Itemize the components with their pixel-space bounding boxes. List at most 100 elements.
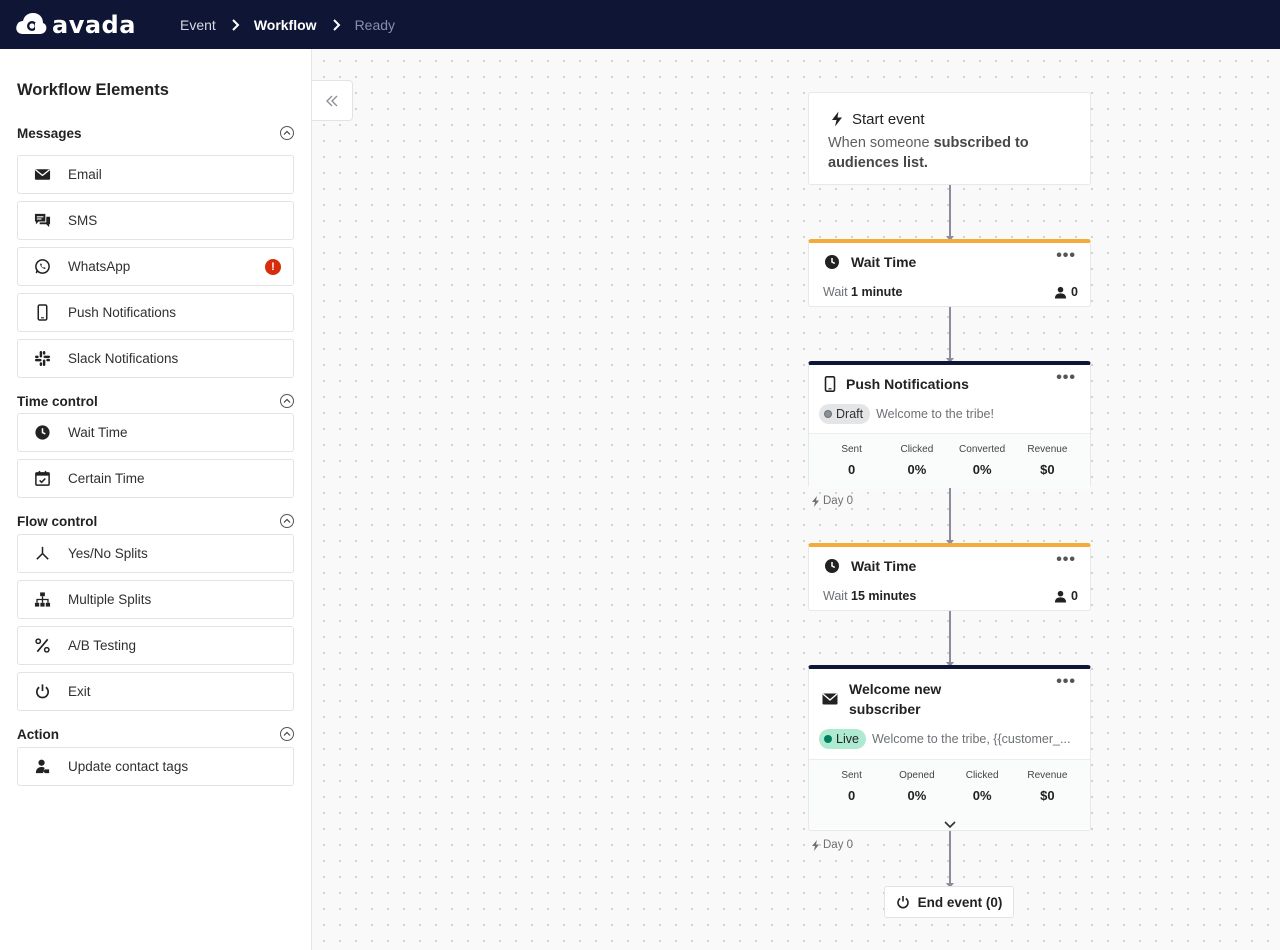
more-options-icon[interactable]: ••• — [1056, 247, 1076, 264]
stat-clicked: Clicked 0% — [950, 770, 1015, 829]
chevron-up-icon[interactable] — [280, 727, 294, 741]
connector-arrow — [946, 488, 954, 545]
element-ab-testing[interactable]: A/B Testing — [17, 626, 294, 665]
more-options-icon[interactable]: ••• — [1056, 369, 1076, 386]
element-label: WhatsApp — [68, 259, 131, 274]
more-options-icon[interactable]: ••• — [1056, 673, 1076, 690]
top-bar: avada Event Workflow Ready — [0, 0, 1280, 49]
push-notifications-stats: Sent 0 Clicked 0% Converted 0% Revenue $0 — [809, 433, 1090, 489]
power-icon — [32, 682, 52, 702]
alert-icon: ! — [265, 259, 281, 275]
element-label: SMS — [68, 213, 98, 228]
chevron-up-icon[interactable] — [280, 394, 294, 408]
breadcrumb-event[interactable]: Event — [180, 16, 216, 33]
email-title-line2: subscriber — [849, 701, 921, 717]
element-sms[interactable]: SMS — [17, 201, 294, 240]
wait-value: 15 minutes — [851, 589, 917, 603]
stat-label: Sent — [841, 444, 862, 455]
chat-bubbles-icon — [32, 211, 52, 231]
wait-time-detail: Wait 1 minute 0 — [823, 285, 1078, 299]
wait-time-header: Wait Time — [823, 557, 1078, 575]
end-event-node[interactable]: End event (0) — [884, 886, 1014, 918]
element-wait-time[interactable]: Wait Time — [17, 413, 294, 452]
wait-time-node-2[interactable]: ••• Wait Time Wait 15 minutes 0 — [808, 543, 1091, 611]
element-email[interactable]: Email — [17, 155, 294, 194]
logo-text: avada — [52, 10, 136, 39]
wait-prefix: Wait — [823, 589, 848, 603]
breadcrumb-workflow[interactable]: Workflow — [253, 16, 317, 33]
breadcrumb-ready[interactable]: Ready — [354, 16, 396, 33]
collapse-sidebar-button[interactable] — [312, 80, 353, 121]
email-stats: Sent 0 Opened 0% Clicked 0% Revenue $0 — [809, 759, 1090, 829]
breadcrumb: Event Workflow Ready — [180, 17, 395, 33]
stat-value: 0% — [907, 462, 927, 477]
stat-value: 0 — [848, 462, 856, 477]
stat-value: $0 — [1040, 462, 1055, 477]
wait-time-title: Wait Time — [851, 558, 917, 574]
section-flow-control[interactable]: Flow control — [17, 511, 294, 531]
stat-revenue: Revenue $0 — [1015, 770, 1080, 829]
element-push-notifications[interactable]: Push Notifications — [17, 293, 294, 332]
stat-label: Converted — [959, 444, 1006, 455]
clock-icon — [32, 423, 52, 443]
element-label: Multiple Splits — [68, 592, 152, 607]
stat-opened: Opened 0% — [884, 770, 949, 829]
section-messages[interactable]: Messages — [17, 123, 294, 143]
wait-prefix: Wait — [823, 285, 848, 299]
start-event-header: Start event — [828, 110, 1072, 128]
section-title: Messages — [17, 125, 82, 141]
chevron-up-icon[interactable] — [280, 126, 294, 140]
start-event-title: Start event — [852, 110, 925, 128]
day-label-text: Day 0 — [823, 839, 854, 851]
section-time-control[interactable]: Time control — [17, 391, 294, 411]
logo[interactable]: avada — [14, 10, 174, 40]
power-icon — [896, 896, 909, 909]
element-multiple-splits[interactable]: Multiple Splits — [17, 580, 294, 619]
push-notifications-title: Push Notifications — [846, 376, 969, 392]
contact-count: 0 — [1071, 589, 1078, 603]
element-label: Update contact tags — [68, 759, 189, 774]
element-label: Yes/No Splits — [68, 546, 148, 561]
stat-clicked: Clicked 0% — [884, 444, 949, 489]
element-yes-no-splits[interactable]: Yes/No Splits — [17, 534, 294, 573]
sidebar-title: Workflow Elements — [17, 81, 169, 99]
whatsapp-icon — [32, 257, 52, 277]
start-event-desc-prefix: When someone — [828, 135, 934, 151]
end-event-label: End event (0) — [917, 894, 1003, 910]
element-label: Certain Time — [68, 471, 145, 486]
wait-time-header: Wait Time — [823, 253, 1078, 271]
push-notifications-node[interactable]: ••• Push Notifications Draft Welcome to … — [808, 361, 1091, 489]
workflow-canvas[interactable] — [312, 49, 1280, 950]
mobile-phone-icon — [821, 375, 839, 393]
avada-logo-icon — [16, 12, 47, 34]
clock-icon — [823, 253, 841, 271]
status-badge-label: Live — [836, 732, 859, 746]
element-exit[interactable]: Exit — [17, 672, 294, 711]
element-update-contact-tags[interactable]: Update contact tags — [17, 747, 294, 786]
chevron-down-icon[interactable] — [943, 817, 957, 829]
connector-arrow — [946, 185, 954, 241]
start-event-node[interactable]: Start event When someone subscribed to a… — [808, 92, 1091, 185]
day-label: Day 0 — [811, 495, 853, 507]
stat-value: 0% — [907, 788, 927, 803]
user-tag-icon — [32, 757, 52, 777]
wait-time-node-1[interactable]: ••• Wait Time Wait 1 minute 0 — [808, 239, 1091, 307]
element-slack-notifications[interactable]: Slack Notifications — [17, 339, 294, 378]
section-action[interactable]: Action — [17, 724, 294, 744]
element-certain-time[interactable]: Certain Time — [17, 459, 294, 498]
stat-sent: Sent 0 — [819, 770, 884, 829]
element-label: Wait Time — [68, 425, 128, 440]
email-header: Welcome new subscriber — [809, 679, 1090, 719]
email-node[interactable]: ••• Welcome new subscriber Live Welcome t… — [808, 665, 1091, 831]
start-event-desc-bold: subscribed to audiences list. — [828, 135, 1029, 171]
chevron-right-icon — [330, 18, 342, 31]
sitemap-icon — [32, 590, 52, 610]
element-label: Push Notifications — [68, 305, 177, 320]
element-whatsapp[interactable]: WhatsApp ! — [17, 247, 294, 286]
lightning-icon — [812, 495, 819, 507]
split-icon — [32, 544, 52, 564]
chevron-up-icon[interactable] — [280, 514, 294, 528]
status-badge-label: Draft — [836, 407, 864, 421]
more-options-icon[interactable]: ••• — [1056, 551, 1076, 568]
chevron-right-icon — [229, 18, 241, 31]
